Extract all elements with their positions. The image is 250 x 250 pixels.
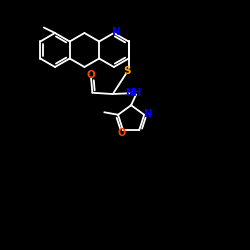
Text: N: N — [143, 109, 151, 119]
Text: N: N — [112, 27, 120, 37]
Text: O: O — [87, 70, 96, 80]
Text: NH: NH — [126, 88, 142, 98]
Text: O: O — [118, 128, 126, 138]
Text: S: S — [124, 66, 131, 76]
